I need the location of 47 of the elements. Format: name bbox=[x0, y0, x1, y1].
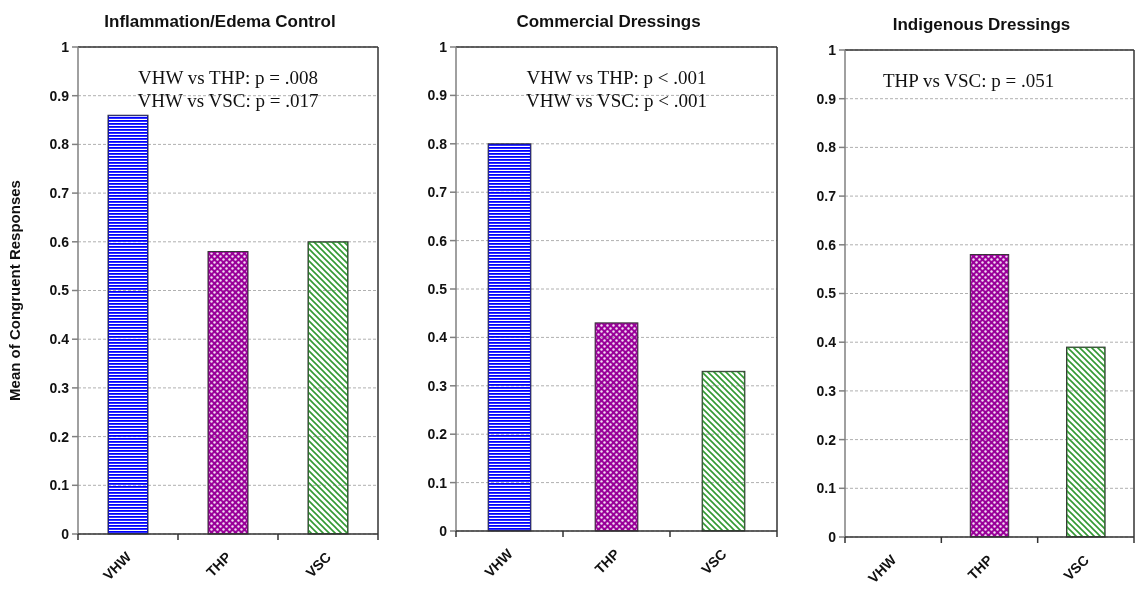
chart-title: Indigenous Dressings bbox=[892, 15, 1071, 34]
y-tick-label: 0.2 bbox=[816, 431, 837, 448]
y-tick-label: 0.7 bbox=[816, 188, 837, 204]
y-axis-title: Mean of Congruent Responses bbox=[6, 180, 23, 401]
x-tick-label: VSC bbox=[697, 545, 730, 578]
y-tick-label: 0.6 bbox=[49, 233, 70, 250]
y-tick-label: 0.2 bbox=[49, 428, 70, 445]
y-tick-label: 0 bbox=[828, 528, 837, 545]
y-tick-label: 1 bbox=[828, 41, 837, 58]
y-tick-label: 0.5 bbox=[816, 285, 837, 302]
y-tick-label: 0.6 bbox=[816, 236, 837, 253]
x-tick-label: VSC bbox=[302, 548, 335, 581]
y-tick-label: 0.3 bbox=[427, 377, 448, 394]
y-tick-label: 0.1 bbox=[49, 477, 70, 494]
y-tick-label: 0.8 bbox=[49, 136, 70, 153]
annotation: THP vs VSC: p = .051 bbox=[883, 70, 1055, 91]
y-tick-label: 0.4 bbox=[49, 331, 70, 348]
x-tick-label: THP bbox=[591, 545, 623, 577]
y-tick-label: 0.8 bbox=[816, 139, 837, 156]
chart-title: Commercial Dressings bbox=[516, 12, 701, 31]
y-tick-label: 0 bbox=[61, 525, 70, 542]
y-tick-label: 0.8 bbox=[427, 135, 448, 152]
annotation: VHW vs VSC: p < .001 bbox=[525, 90, 708, 111]
y-tick-label: 1 bbox=[61, 38, 70, 55]
y-tick-label: 0 bbox=[439, 522, 448, 539]
annotation: VHW vs THP: p < .001 bbox=[526, 67, 707, 88]
y-tick-label: 0.6 bbox=[427, 232, 448, 249]
y-tick-label: 0.4 bbox=[816, 334, 837, 351]
y-tick-label: 0.1 bbox=[816, 480, 837, 497]
y-tick-label: 0.4 bbox=[427, 329, 448, 346]
y-tick-label: 1 bbox=[439, 38, 448, 55]
y-tick-label: 0.9 bbox=[816, 90, 837, 107]
y-tick-label: 0.1 bbox=[427, 474, 448, 491]
y-tick-label: 0.3 bbox=[49, 379, 70, 396]
y-tick-label: 0.5 bbox=[49, 282, 70, 299]
y-tick-label: 0.7 bbox=[49, 185, 70, 201]
y-tick-label: 0.2 bbox=[427, 426, 448, 443]
annotation: VHW vs VSC: p = .017 bbox=[137, 90, 319, 111]
y-tick-label: 0.3 bbox=[816, 382, 837, 399]
y-tick-label: 0.9 bbox=[49, 87, 70, 104]
y-tick-label: 0.5 bbox=[427, 280, 448, 297]
y-tick-label: 0.7 bbox=[427, 184, 448, 201]
y-tick-label: 0.9 bbox=[427, 87, 448, 104]
x-tick-label: VSC bbox=[1060, 551, 1092, 584]
x-tick-label: THP bbox=[964, 551, 996, 583]
annotation: VHW vs THP: p = .008 bbox=[138, 67, 318, 88]
chart-title: Inflammation/Edema Control bbox=[104, 12, 336, 31]
